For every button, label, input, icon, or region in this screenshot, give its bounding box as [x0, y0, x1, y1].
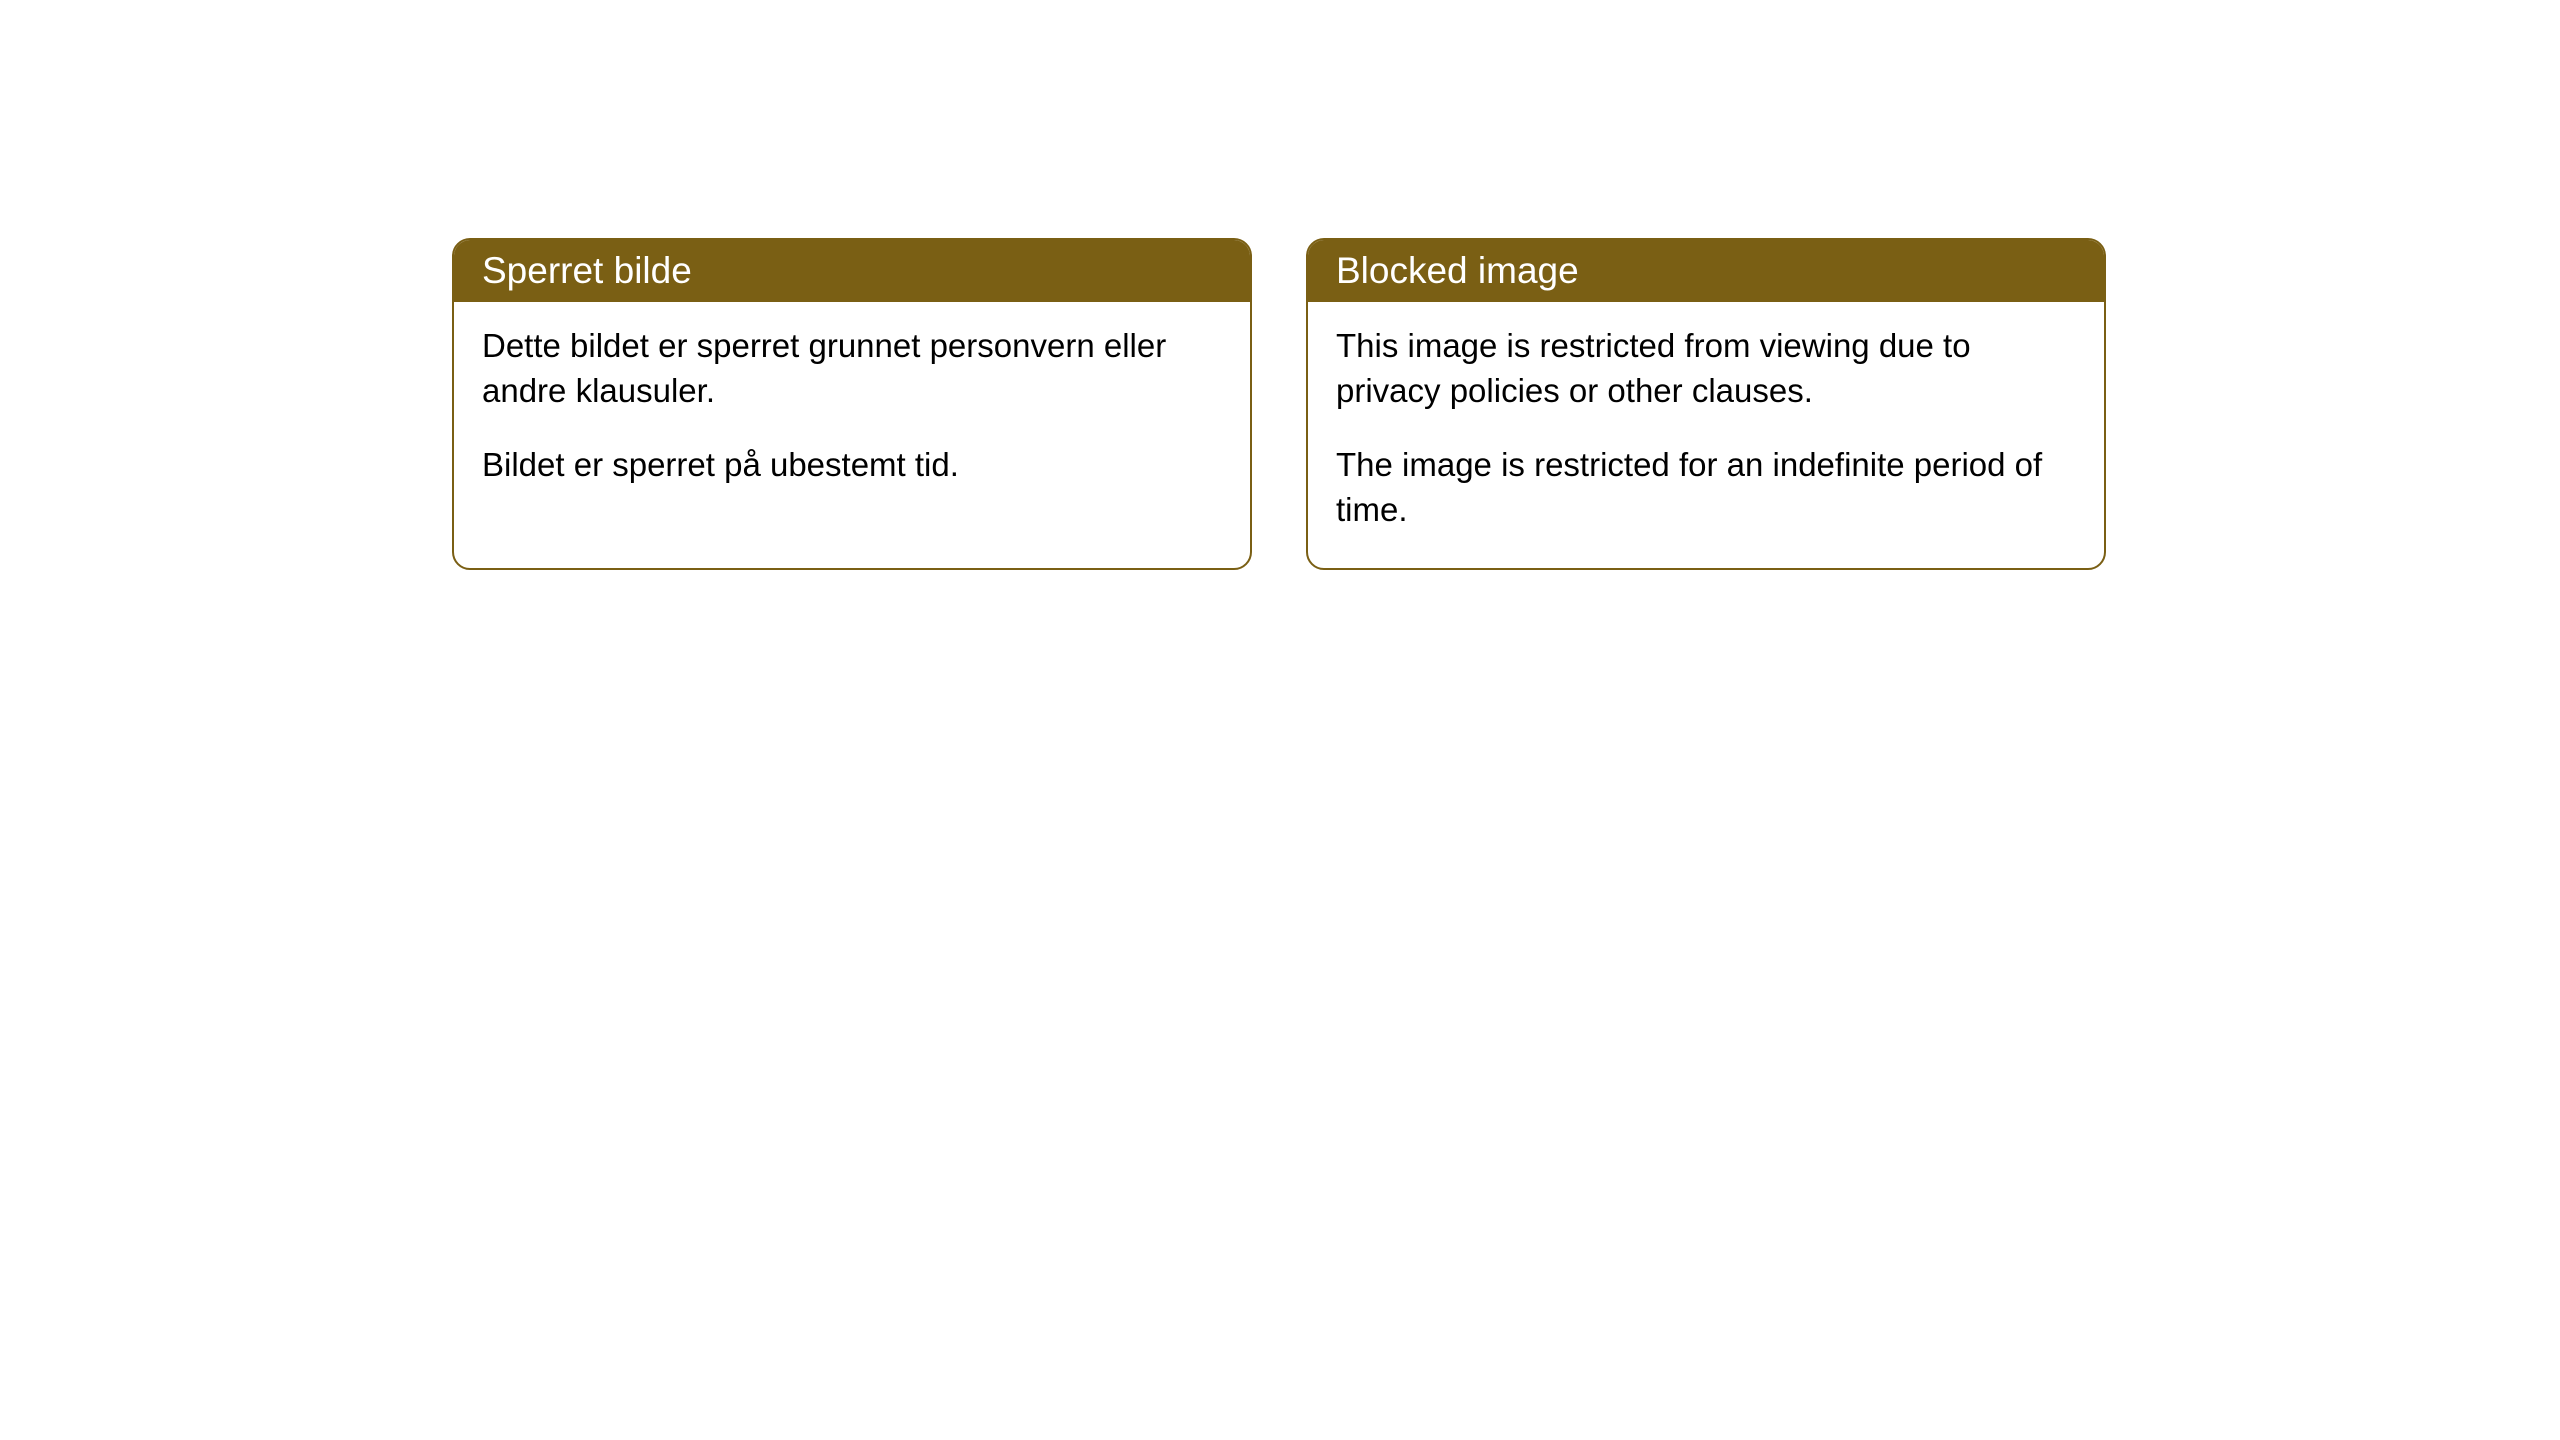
card-header-english: Blocked image: [1308, 240, 2104, 302]
card-body-norwegian: Dette bildet er sperret grunnet personve…: [454, 302, 1250, 524]
cards-container: Sperret bilde Dette bildet er sperret gr…: [0, 0, 2560, 570]
card-text-english-1: This image is restricted from viewing du…: [1336, 324, 2076, 413]
blocked-image-card-english: Blocked image This image is restricted f…: [1306, 238, 2106, 570]
card-text-english-2: The image is restricted for an indefinit…: [1336, 443, 2076, 532]
card-text-norwegian-2: Bildet er sperret på ubestemt tid.: [482, 443, 1222, 488]
card-text-norwegian-1: Dette bildet er sperret grunnet personve…: [482, 324, 1222, 413]
card-header-norwegian: Sperret bilde: [454, 240, 1250, 302]
blocked-image-card-norwegian: Sperret bilde Dette bildet er sperret gr…: [452, 238, 1252, 570]
card-body-english: This image is restricted from viewing du…: [1308, 302, 2104, 568]
